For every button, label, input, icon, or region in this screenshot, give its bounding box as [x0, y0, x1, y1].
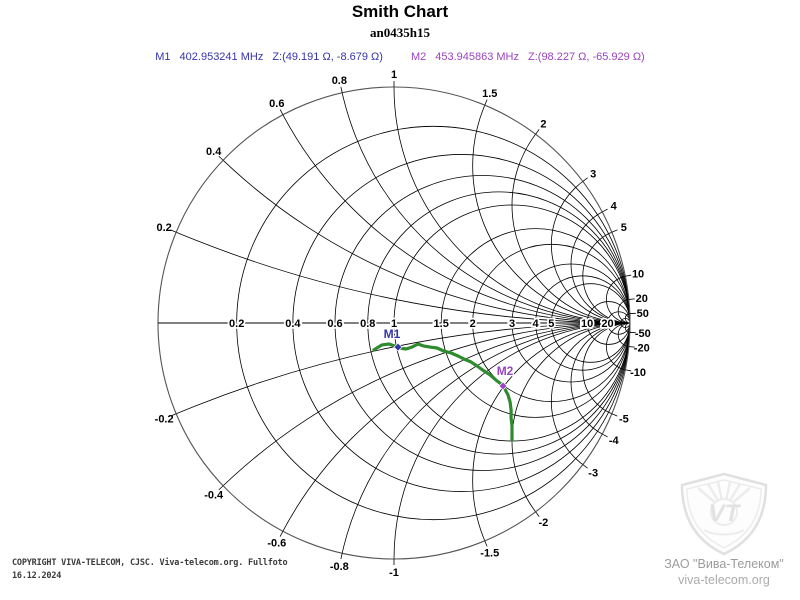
grid-label: 0.2: [157, 222, 172, 234]
grid-label: -2: [539, 517, 549, 529]
marker-m2-id: M2: [410, 51, 427, 63]
grid-label: 1: [391, 69, 397, 81]
grid-label: 0.4: [206, 146, 222, 158]
grid-label: 5: [621, 222, 627, 234]
copyright-notice: COPYRIGHT VIVA-TELECOM, CJSC. Viva-telec…: [12, 557, 288, 583]
marker-m2-frequency: 453.945863 MHz: [435, 51, 519, 63]
grid-label: 5: [548, 318, 554, 330]
marker-m2-readout: M2 453.945863 MHz Z:(98.227 Ω, -65.929 Ω…: [411, 51, 645, 63]
grid-label: 1: [391, 318, 397, 330]
marker-m1-impedance: Z:(49.191 Ω, -8.679 Ω): [272, 51, 383, 63]
page-title: Smith Chart: [351, 2, 449, 21]
grid-label: -0.2: [155, 414, 174, 426]
grid-label: 20: [601, 318, 613, 330]
grid-label: -3: [588, 467, 598, 479]
grid-label: -5: [619, 414, 629, 426]
chart-subtitle: an0435h15: [370, 25, 430, 40]
copyright-line2: 16.12.2024: [12, 571, 62, 581]
marker-m1-frequency: 402.953241 MHz: [179, 51, 264, 63]
grid-label: -0.8: [330, 561, 349, 573]
grid-label: 20: [636, 293, 648, 305]
trace-marker-m1-label: M1: [384, 327, 401, 341]
company-watermark: VT ЗАО "Вива-Телеком" viva-telecom.org: [638, 472, 800, 587]
grid-label: -20: [634, 343, 650, 355]
marker-legend: M1 402.953241 MHz Z:(49.191 Ω, -8.679 Ω)…: [0, 51, 800, 63]
grid-label: 1.5: [434, 318, 449, 330]
grid-label: -10: [630, 367, 646, 379]
grid-label: 3: [590, 168, 596, 180]
marker-m1-readout: M1 402.953241 MHz Z:(49.191 Ω, -8.679 Ω): [155, 51, 383, 63]
grid-label: 0.8: [332, 75, 347, 87]
grid-label: 2: [470, 318, 476, 330]
grid-label: 0.2: [229, 318, 244, 330]
grid-label: 3: [509, 318, 515, 330]
vt-monogram: VT: [709, 500, 742, 527]
grid-label: 50: [637, 308, 649, 320]
grid-label: 4: [533, 318, 540, 330]
grid-label: 2: [540, 119, 546, 131]
grid-label: 10: [581, 318, 593, 330]
grid-labels: 0.2 0.4 0.6 0.8 1 1.5 2 3 4 5 10 200.20.40.60.811.5…: [155, 69, 651, 579]
grid-label: 10: [632, 269, 644, 281]
marker-m2-impedance: Z:(98.227 Ω, -65.929 Ω): [528, 51, 645, 63]
grid-label: -0.4: [204, 490, 224, 502]
watermark-website: viva-telecom.org: [678, 573, 770, 587]
rim-ticks: [170, 81, 636, 565]
grid-label: -1: [389, 567, 399, 579]
grid-label: 0.8: [360, 318, 375, 330]
grid-label: -1.5: [480, 548, 499, 560]
grid-label: 0.6: [327, 318, 342, 330]
grid-label: -4: [609, 435, 620, 447]
trace-marker-m1: [393, 342, 403, 352]
grid-label: 0.4: [285, 318, 301, 330]
shield-logo-icon: VT: [680, 472, 768, 556]
watermark-company-name: ЗАО "Вива-Телеком": [664, 557, 784, 571]
impedance-trace: [372, 342, 514, 442]
grid-label: -50: [635, 328, 651, 340]
grid-label: -0.6: [267, 538, 286, 550]
grid-label: 1.5: [482, 88, 497, 100]
trace-marker-m2-label: M2: [497, 364, 514, 378]
trace-marker-m2: [498, 381, 508, 391]
copyright-line1: COPYRIGHT VIVA-TELECOM, CJSC. Viva-telec…: [12, 558, 288, 568]
grid-label: 0.6: [269, 98, 284, 110]
grid-label: 4: [611, 201, 618, 213]
marker-m1-id: M1: [155, 51, 171, 63]
